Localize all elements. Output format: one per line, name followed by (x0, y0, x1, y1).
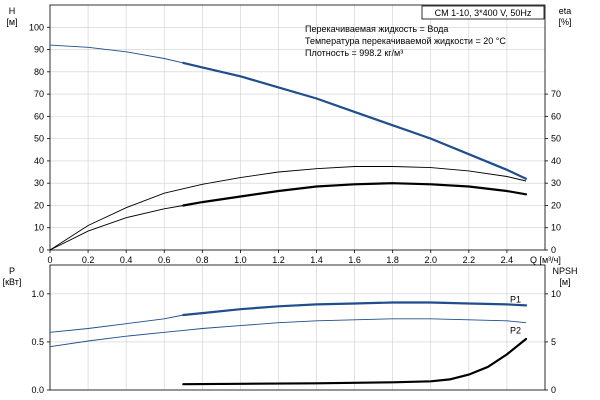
x-tick-label: 1.2 (272, 255, 285, 265)
y-left-axis-label: H (9, 6, 16, 16)
y-left-tick-label: 60 (34, 111, 44, 121)
y-right-axis-unit: [%] (558, 17, 571, 27)
x-axis-label: Q [м³/ч] (530, 255, 561, 265)
y-right-tick-label: 10 (551, 223, 561, 233)
y-right-tick-label: 60 (551, 111, 561, 121)
y-right-tick-label: 30 (551, 178, 561, 188)
x-tick-label: 0.4 (120, 255, 133, 265)
chart-title: CM 1-10, 3*400 V, 50Hz (435, 8, 532, 18)
series-line (49, 44, 527, 180)
x-tick-label: 0.2 (82, 255, 95, 265)
y-left-axis-unit: [м] (6, 17, 17, 27)
y-right-axis-label: eta (559, 6, 572, 16)
series-line-duty-range (182, 301, 528, 317)
series-line (49, 182, 527, 251)
y-left-tick-label: 20 (34, 200, 44, 210)
series-line (49, 318, 527, 348)
x-tick-label: 1.4 (310, 255, 323, 265)
title-box (421, 5, 545, 20)
info-line: Температура перекачиваемой жидкости = 20… (305, 36, 506, 46)
plot-frame (49, 264, 546, 391)
y-left-tick-label: 0.0 (31, 385, 44, 395)
x-tick-label: 1.0 (234, 255, 247, 265)
x-tick-label: 0.8 (196, 255, 209, 265)
y-left-axis-unit: [кВт] (3, 277, 22, 287)
y-right-tick-label: 0 (551, 385, 556, 395)
y-right-tick-label: 20 (551, 200, 561, 210)
y-right-tick-label: 0 (551, 245, 556, 255)
y-left-tick-label: 80 (34, 67, 44, 77)
y-left-tick-label: 10 (34, 223, 44, 233)
x-tick-label: 1.6 (348, 255, 361, 265)
y-left-tick-label: 0 (39, 245, 44, 255)
y-right-tick-label: 50 (551, 134, 561, 144)
y-right-tick-label: 40 (551, 156, 561, 166)
y-left-tick-label: 100 (29, 22, 44, 32)
series-label: P1 (510, 294, 521, 304)
y-right-axis-label: NPSH (552, 266, 577, 276)
x-tick-label: 0 (47, 255, 52, 265)
y-left-tick-label: 1.0 (31, 289, 44, 299)
info-line: Плотность = 998.2 кг/м³ (305, 48, 403, 58)
y-left-tick-label: 0.5 (31, 337, 44, 347)
y-right-tick-label: 10 (551, 289, 561, 299)
y-right-tick-label: 70 (551, 89, 561, 99)
y-left-axis-label: P (9, 266, 15, 276)
series-label: P2 (510, 326, 521, 336)
x-tick-label: 2.0 (425, 255, 438, 265)
x-tick-label: 2.2 (463, 255, 476, 265)
y-right-axis-unit: [м] (559, 277, 570, 287)
y-left-tick-label: 30 (34, 178, 44, 188)
series-line (49, 302, 527, 333)
x-tick-label: 2.4 (501, 255, 514, 265)
y-left-tick-label: 50 (34, 134, 44, 144)
y-left-tick-label: 40 (34, 156, 44, 166)
series-line-duty-range (182, 337, 528, 386)
y-right-tick-label: 5 (551, 337, 556, 347)
x-tick-label: 1.8 (386, 255, 399, 265)
info-line: Перекачиваемая жидкость = Вода (305, 24, 448, 34)
x-tick-label: 0.6 (158, 255, 171, 265)
y-left-tick-label: 70 (34, 89, 44, 99)
series-line-duty-range (182, 182, 528, 207)
series-line (49, 166, 527, 251)
y-left-tick-label: 90 (34, 45, 44, 55)
plot-frame (49, 4, 546, 251)
series-line-duty-range (182, 61, 528, 180)
